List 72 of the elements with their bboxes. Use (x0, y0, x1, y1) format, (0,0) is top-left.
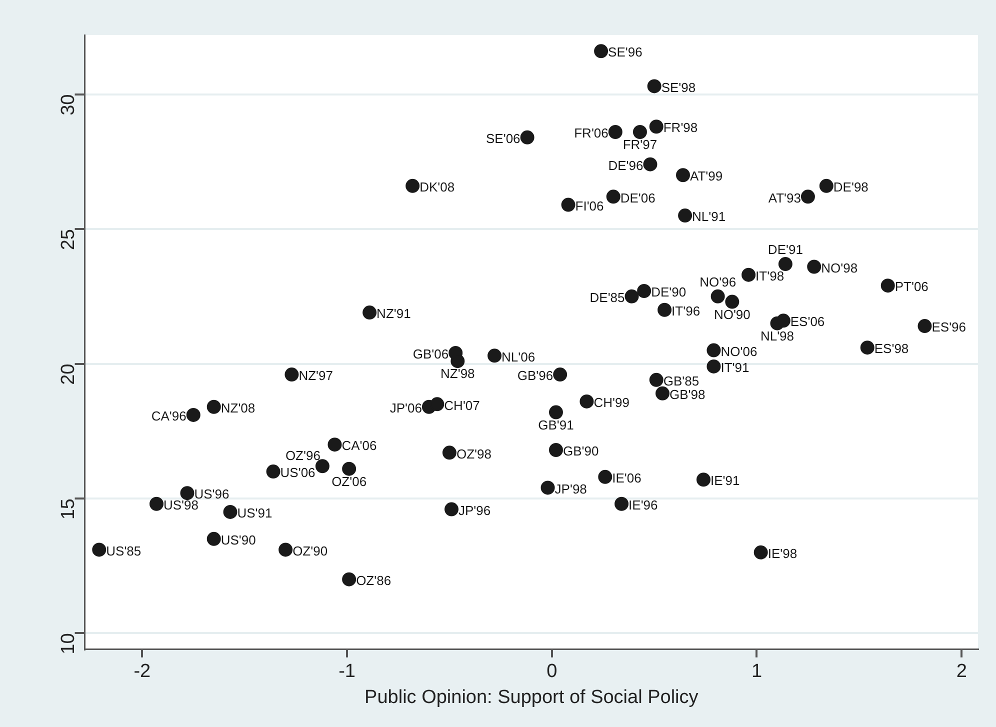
annotation: US'91 (237, 506, 272, 521)
annotation: GB'96 (517, 368, 554, 384)
y-tick-label: 10 (58, 633, 80, 654)
annotation: CA'06 (342, 438, 377, 454)
annotation: AT'93 (768, 190, 801, 206)
y-tick-label: 30 (58, 94, 80, 116)
annotation: SE'98 (661, 80, 696, 95)
annotation: CH'07 (444, 398, 480, 413)
annotation: IT'91 (720, 360, 750, 376)
annotation: SE'06 (486, 130, 520, 146)
annotation: CA'96 (151, 408, 186, 424)
annotation: JP'06 (390, 400, 422, 416)
y-tick-label: 20 (58, 364, 80, 385)
annotation: GB'98 (670, 386, 706, 402)
annotation: NL'06 (502, 349, 536, 364)
annotation: OZ'90 (292, 543, 328, 558)
annotation: GB'85 (663, 374, 700, 389)
x-axis-title: Public Opinion: Support of Social Policy (364, 686, 699, 708)
annotation: NZ'91 (376, 306, 411, 322)
annotation: DE'85 (590, 290, 625, 305)
annotation: ES'96 (932, 320, 966, 335)
annotation: IE'91 (710, 473, 740, 488)
annotation: SE'96 (608, 44, 642, 60)
annotation: US'06 (280, 465, 316, 480)
annotation: OZ'06 (332, 474, 367, 489)
annotation: US'98 (164, 497, 199, 512)
annotation: ES'06 (790, 314, 825, 330)
annotation: GB'91 (538, 417, 574, 432)
x-tick-label: 2 (956, 661, 967, 682)
annotation: CH'99 (594, 395, 630, 410)
annotation: US'90 (220, 532, 256, 548)
annotation: IE'96 (628, 497, 658, 512)
annotation: DE'06 (620, 190, 656, 206)
annotation: FR'97 (622, 137, 658, 152)
annotation: FI'06 (575, 198, 604, 214)
annotation: US'85 (106, 543, 142, 558)
annotation: IT'98 (756, 268, 784, 284)
annotation: JP'96 (458, 502, 491, 518)
annotation: NZ'97 (298, 368, 333, 384)
annotation: IT'96 (672, 303, 700, 318)
x-tick-label: -1 (338, 661, 356, 682)
annotation: NZ'08 (220, 400, 256, 416)
x-tick-label: -2 (134, 661, 151, 682)
annotation: IE'06 (612, 470, 642, 486)
y-tick-label: 15 (58, 498, 80, 520)
y-tick-label: 25 (58, 229, 80, 250)
annotation: NO'98 (821, 260, 858, 276)
annotation: AT'99 (690, 168, 723, 184)
annotation: OZ'96 (285, 448, 320, 464)
x-tick-label: 0 (546, 661, 558, 682)
annotation: OZ'98 (456, 446, 492, 462)
annotation: ES'98 (874, 341, 909, 356)
annotation: GB'06 (412, 346, 449, 362)
annotation: NL'98 (760, 328, 794, 344)
annotation: FR'06 (574, 126, 608, 141)
annotation: NO'06 (720, 344, 758, 359)
annotation: PT'06 (894, 279, 928, 294)
annotation: FR'98 (663, 120, 698, 136)
annotation: NO'90 (714, 306, 750, 322)
annotation: IE'98 (768, 546, 798, 561)
annotation: OZ'86 (356, 572, 392, 588)
annotation: NZ'98 (440, 366, 475, 382)
annotation: NL'91 (692, 209, 726, 224)
annotation: JP'98 (554, 481, 587, 496)
annotation: DE'98 (833, 179, 868, 194)
annotation: DE'96 (608, 158, 644, 173)
annotation: DE'91 (768, 242, 803, 258)
annotation: NO'96 (700, 274, 736, 290)
annotation: DK'08 (420, 179, 455, 194)
annotation: GB'90 (562, 444, 599, 459)
annotation: DE'90 (651, 284, 686, 300)
x-tick-label: 1 (751, 661, 762, 682)
